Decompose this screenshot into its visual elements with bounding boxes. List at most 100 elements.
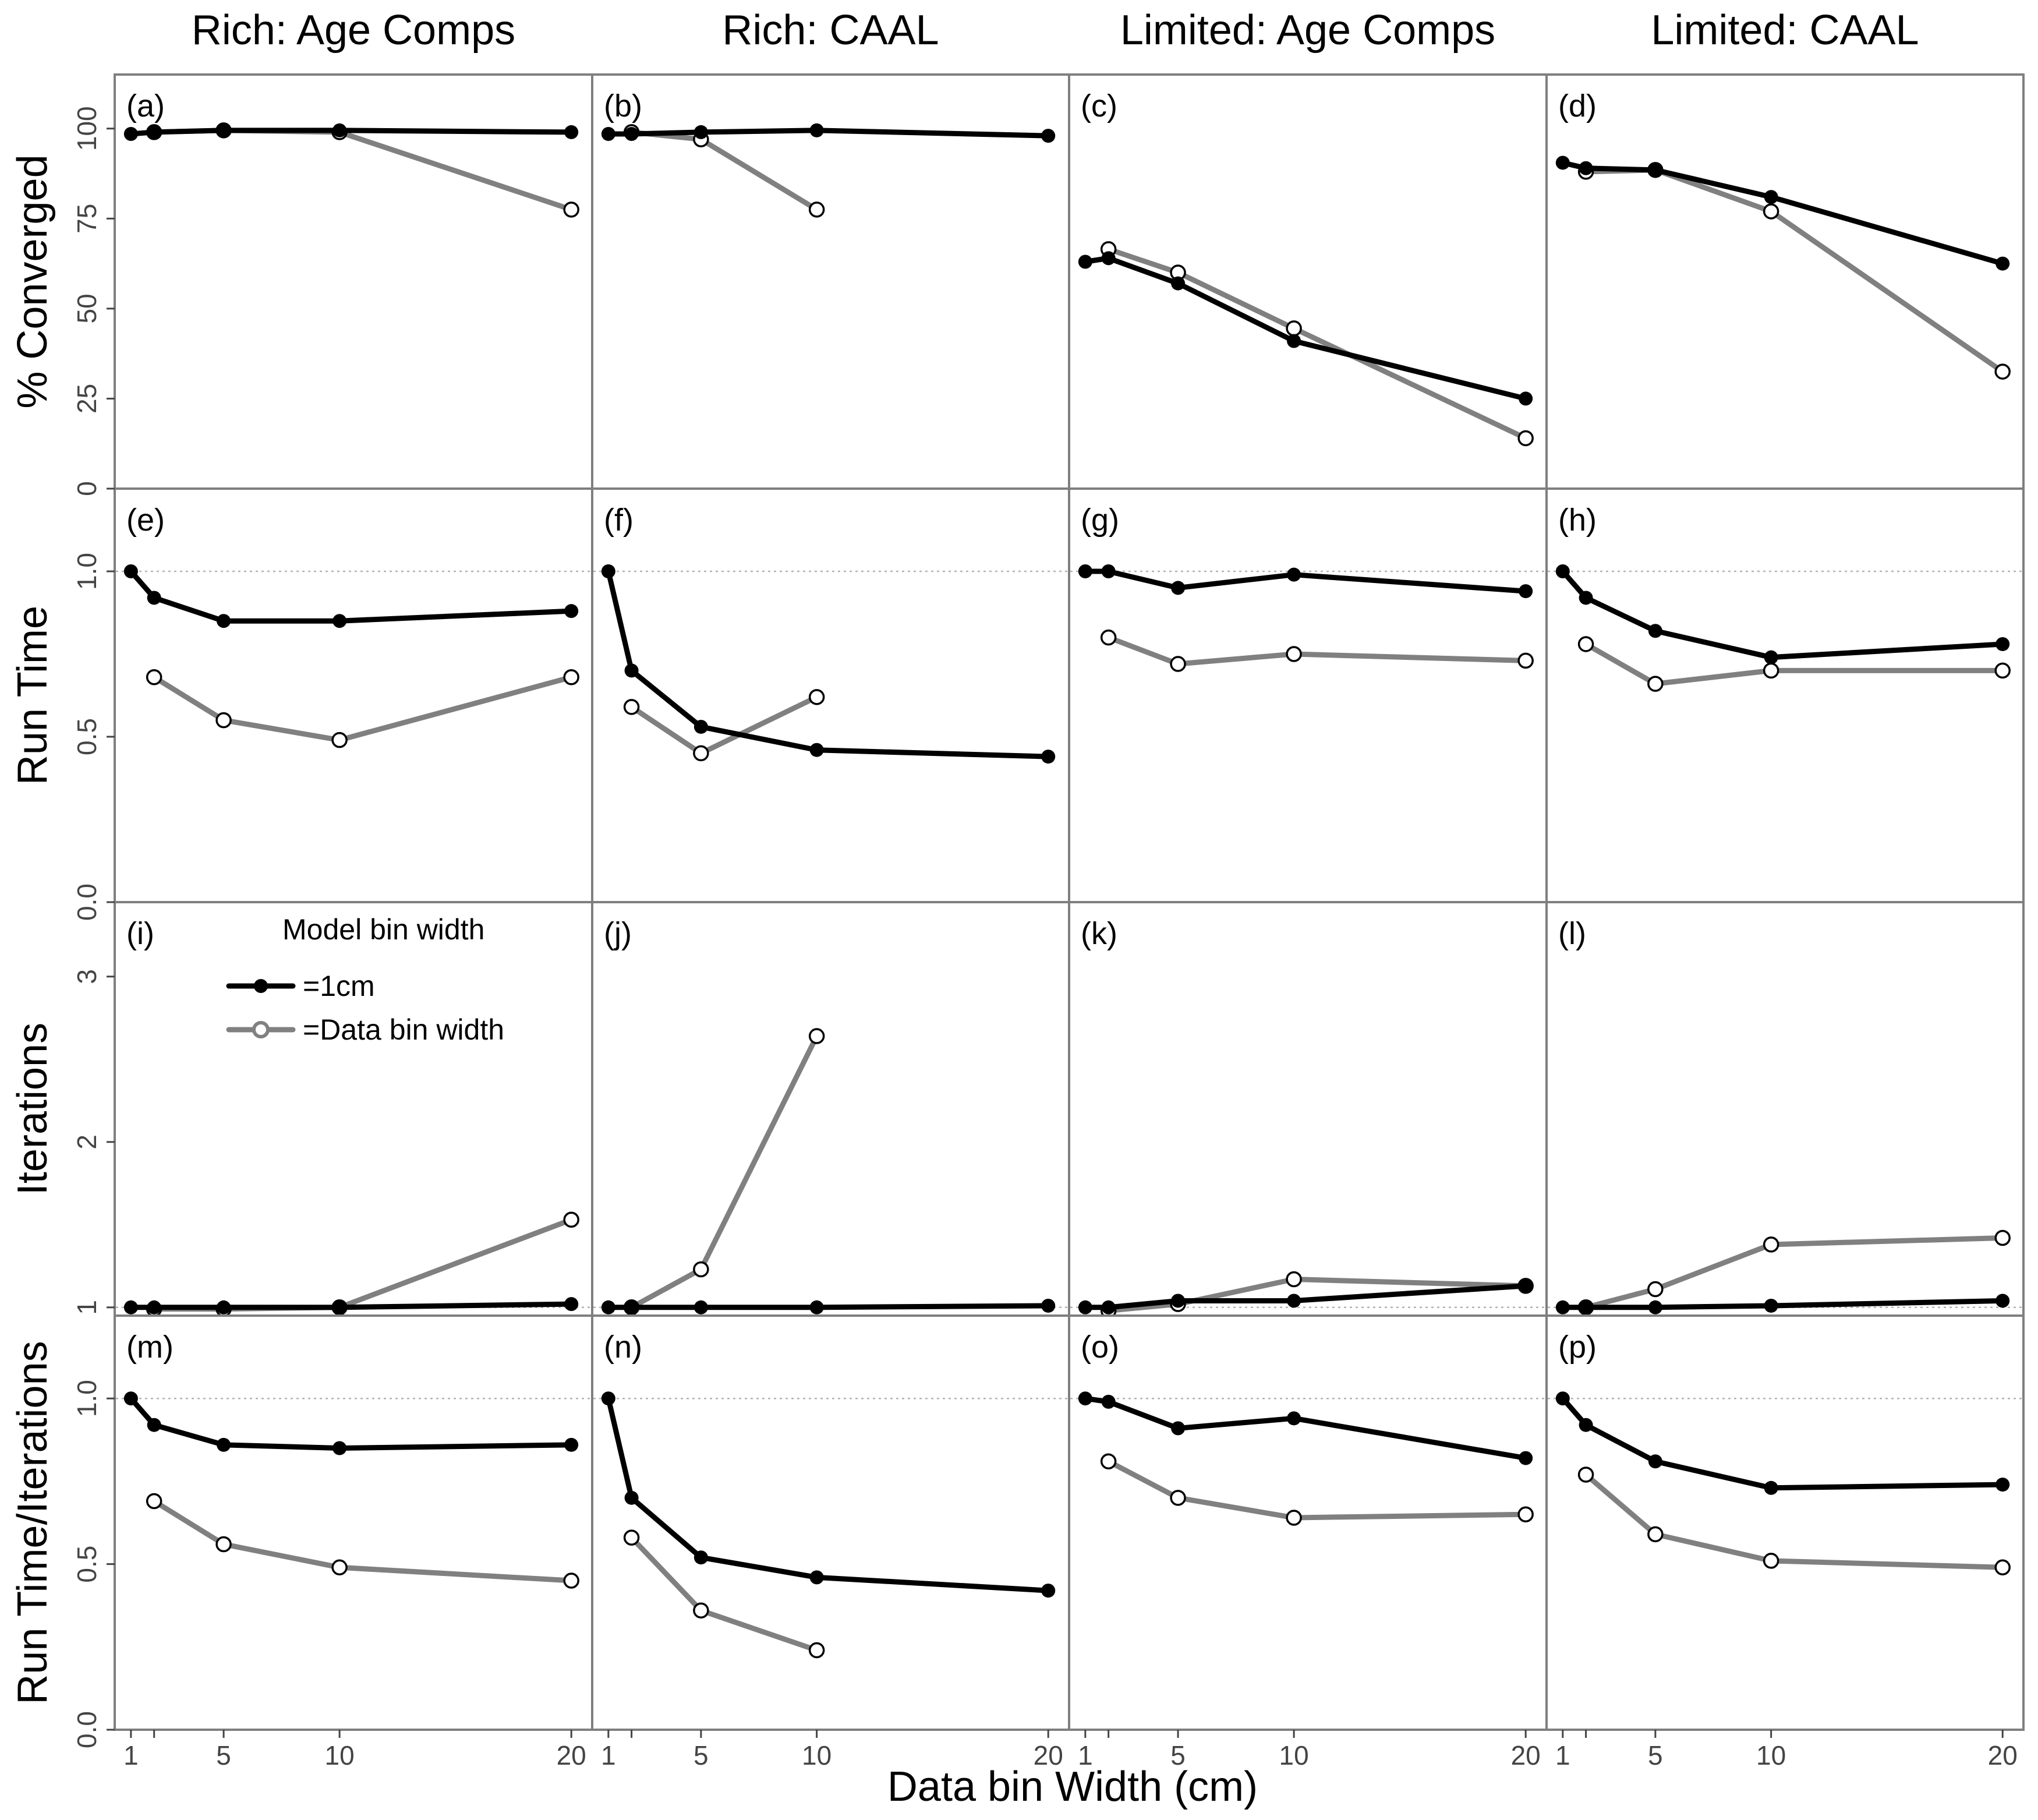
data-point-filled — [123, 1391, 138, 1406]
x-tick-label: 1 — [601, 1740, 616, 1770]
panel-tag: (p) — [1558, 1330, 1597, 1365]
data-point-open — [1100, 629, 1117, 646]
panel-border — [1068, 1314, 1548, 1731]
x-tick-label: 5 — [1170, 1740, 1186, 1770]
data-point-open — [1763, 203, 1779, 220]
panels: (a) (b) (c) (d) (e) (f) (g) (h) (i) (j) (k) (l) (m) (… — [114, 73, 2025, 1731]
row-labels: % Converged Run Time Iterations Run Time/It… — [9, 154, 56, 1704]
series-line — [1106, 1277, 1528, 1313]
data-point-filled — [1287, 334, 1301, 348]
data-point-filled — [624, 1490, 639, 1505]
panel-tag: (a) — [126, 89, 165, 123]
data-point-filled — [217, 1300, 231, 1314]
data-point-filled — [694, 125, 708, 139]
data-point-filled — [1579, 1418, 1593, 1432]
column-title: Limited: Age Comps — [1120, 7, 1495, 54]
data-point-open — [1647, 676, 1664, 692]
data-point-open — [1763, 1553, 1779, 1569]
data-point-filled — [1078, 1391, 1092, 1406]
panel: (j) — [591, 901, 1070, 1317]
panel-border — [1545, 73, 2025, 490]
panel-border — [1068, 73, 1548, 490]
y-tick-label: 0.5 — [72, 718, 102, 755]
data-point-open — [1577, 636, 1594, 652]
panel-border — [114, 1314, 593, 1731]
data-point-open — [146, 1493, 162, 1510]
data-point-filled — [1995, 637, 2010, 651]
x-tick-label: 20 — [1988, 1740, 2018, 1770]
data-point-open — [1286, 646, 1302, 662]
data-point-filled — [694, 1300, 708, 1314]
panel-tag: (k) — [1081, 916, 1117, 951]
data-point-filled — [332, 1441, 347, 1455]
row-label: Run Time/Iterations — [9, 1341, 56, 1704]
data-point-filled — [1287, 567, 1301, 582]
data-point-filled — [809, 1300, 824, 1314]
data-point-filled — [1995, 256, 2010, 271]
data-point-open — [1286, 320, 1302, 337]
data-point-filled — [1287, 1294, 1301, 1308]
data-point-filled — [123, 1300, 138, 1314]
x-axes: 1 5 10 20 1 5 10 20 1 5 10 20 1 5 10 20 — [123, 1730, 2018, 1770]
panel-tag: (j) — [604, 916, 632, 951]
data-point-filled — [601, 1391, 615, 1406]
panel: (e) — [114, 487, 593, 903]
data-point-filled — [809, 1570, 824, 1585]
data-point-open — [1647, 1526, 1664, 1543]
data-point-open — [146, 669, 162, 685]
data-point-filled — [1078, 1300, 1092, 1314]
panel-border — [591, 901, 1070, 1317]
data-point-filled — [564, 604, 579, 619]
x-tick-label: 5 — [216, 1740, 231, 1770]
y-axes: 0 25 50 75 100 0.0 0.5 1.0 1 2 3 0.0 0.5 1.0 — [72, 106, 115, 1748]
data-point-open — [215, 712, 232, 729]
series-line — [1583, 641, 2005, 687]
data-point-open — [808, 1642, 825, 1659]
x-axis-title: Data bin Width (cm) — [887, 1764, 1258, 1810]
data-point-filled — [1171, 581, 1186, 595]
data-point-open — [563, 669, 579, 685]
row-label: % Converged — [9, 154, 56, 408]
series-line — [1106, 1458, 1528, 1521]
legend-swatch-point — [254, 979, 268, 993]
y-tick-label: 0 — [72, 481, 102, 496]
data-point-filled — [332, 1300, 347, 1314]
panel: (b) — [591, 73, 1070, 490]
panel: (g) — [1068, 487, 1548, 903]
data-point-filled — [1078, 564, 1092, 578]
panel: (d) — [1545, 73, 2025, 490]
data-point-open — [623, 699, 640, 715]
data-point-filled — [123, 564, 138, 578]
data-point-filled — [147, 1300, 161, 1314]
data-point-filled — [1648, 624, 1662, 638]
data-point-filled — [564, 1437, 579, 1452]
legend-title: Model bin width — [282, 913, 484, 946]
column-title: Rich: CAAL — [722, 7, 939, 54]
data-point-filled — [1648, 1300, 1662, 1314]
column-title: Rich: Age Comps — [192, 7, 515, 54]
panel: (n) — [591, 1314, 1070, 1731]
data-point-filled — [1995, 1478, 2010, 1492]
panel-tag: (f) — [604, 503, 634, 538]
panel-tag: (n) — [604, 1330, 642, 1365]
y-tick-label: 50 — [72, 294, 102, 323]
data-point-filled — [1101, 1394, 1116, 1409]
panel: (p) — [1545, 1314, 2025, 1731]
y-tick-label: 0.0 — [72, 884, 102, 921]
data-point-filled — [601, 127, 615, 142]
series-line — [606, 1303, 1051, 1310]
panel-border — [114, 73, 593, 490]
data-point-open — [1170, 656, 1186, 672]
panel-tag: (b) — [604, 89, 642, 123]
x-tick-label: 20 — [1034, 1740, 1063, 1770]
y-tick-label: 2 — [72, 1135, 102, 1150]
x-tick-label: 20 — [1511, 1740, 1541, 1770]
data-point-open — [1286, 1510, 1302, 1526]
panel-border — [1545, 1314, 2025, 1731]
data-point-filled — [1648, 1454, 1662, 1469]
data-point-filled — [564, 1297, 579, 1312]
panel-border — [1545, 901, 2025, 1317]
data-point-open — [693, 1261, 709, 1278]
data-point-filled — [1041, 129, 1056, 143]
